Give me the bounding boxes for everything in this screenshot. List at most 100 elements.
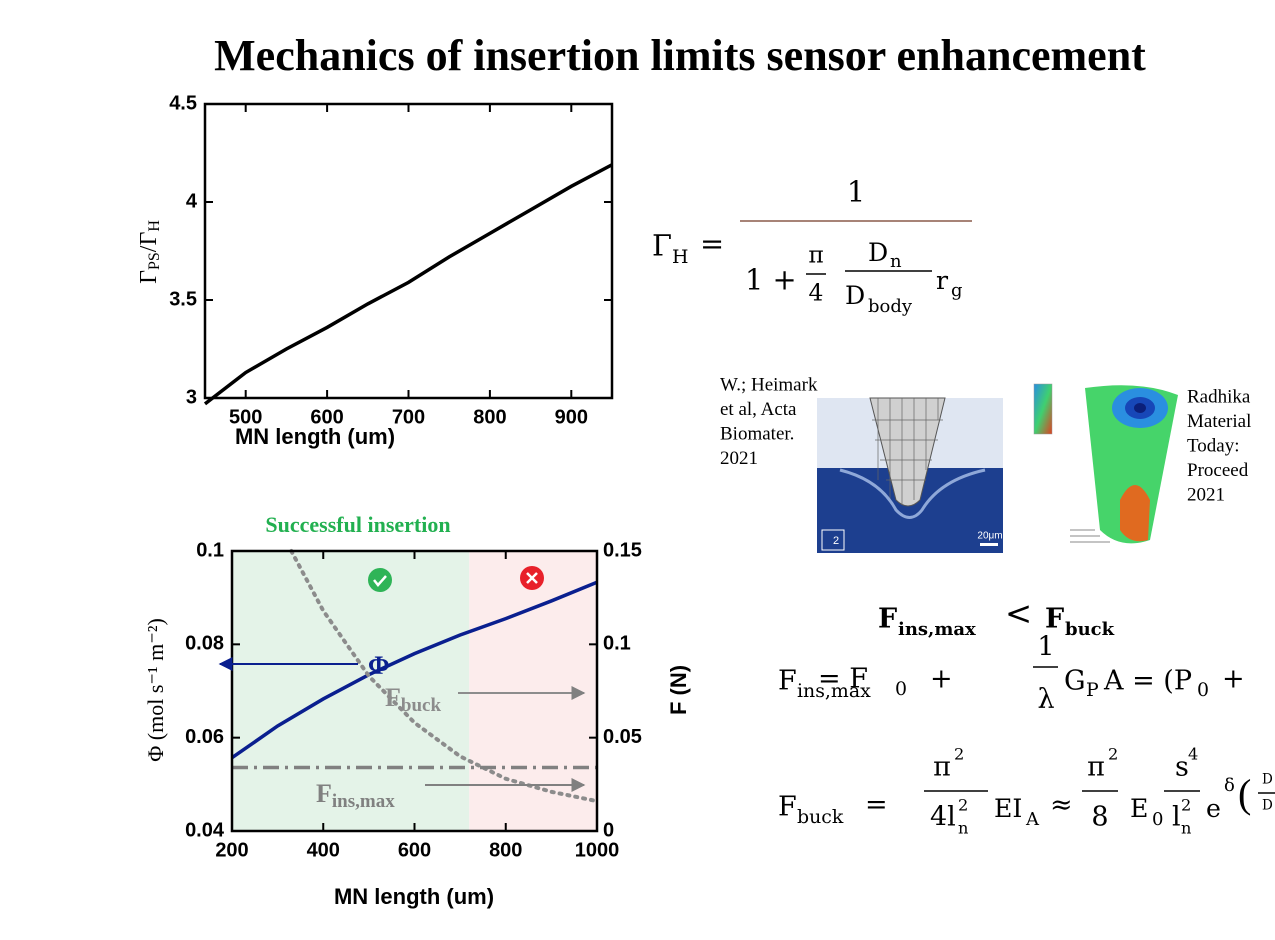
plot-frame bbox=[205, 104, 612, 398]
equation-part: D bbox=[1262, 798, 1273, 814]
figure-caption: Radhika bbox=[1187, 386, 1251, 407]
equation-part: g bbox=[951, 280, 963, 301]
equation-part: e bbox=[1206, 794, 1221, 823]
y-label-part: PS bbox=[146, 252, 163, 270]
paren: ( bbox=[1238, 771, 1251, 816]
equation-part: ins,max bbox=[898, 619, 976, 640]
x-tick-label: 600 bbox=[310, 406, 343, 428]
equation-part: ≈ bbox=[1050, 790, 1073, 821]
equation-part: 2 bbox=[1108, 745, 1118, 764]
equation-part: D bbox=[1262, 772, 1273, 788]
y2-tick-label: 0.15 bbox=[603, 539, 642, 561]
equation-part: s bbox=[1175, 752, 1189, 783]
equation-part: < bbox=[1005, 595, 1032, 633]
equation-part: = F bbox=[818, 664, 868, 695]
y-label-part: /Γ bbox=[136, 232, 162, 253]
equation-part: l bbox=[1172, 802, 1181, 833]
equation-part: F bbox=[778, 792, 797, 823]
equation-part: + bbox=[930, 664, 953, 695]
image-label: 20μm bbox=[977, 531, 1002, 542]
fem-image-2 bbox=[1030, 380, 1180, 557]
y-tick-label: 0.04 bbox=[185, 819, 225, 841]
equation-part: 1 bbox=[1037, 632, 1054, 663]
equation-part: = bbox=[865, 790, 888, 821]
equation-part: F bbox=[878, 604, 897, 635]
figure-caption: W.; Heimark bbox=[720, 374, 818, 395]
image-label: 2 bbox=[833, 535, 839, 547]
y-tick-label: 4.5 bbox=[169, 92, 197, 114]
figure-caption: Biomater. bbox=[720, 423, 794, 444]
equation-part: F bbox=[1045, 604, 1064, 635]
equation-part: = bbox=[700, 227, 724, 261]
y-tick-label: 3 bbox=[186, 386, 197, 408]
y-axis-label: ΓPS/ΓH bbox=[136, 220, 163, 284]
equation-part: π bbox=[808, 241, 823, 269]
equation-part: 1 bbox=[847, 175, 865, 209]
equation-part: 2 bbox=[954, 745, 964, 764]
equation-part: π bbox=[1087, 752, 1105, 783]
equation-part: δ bbox=[1224, 775, 1235, 796]
equation-part: P bbox=[1086, 679, 1099, 701]
equation-part: buck bbox=[797, 806, 844, 828]
equation-part: buck bbox=[1065, 619, 1115, 640]
y-label-part: H bbox=[146, 220, 163, 232]
equation-part: 0 bbox=[895, 678, 907, 700]
region bbox=[232, 551, 469, 831]
equation-part: n bbox=[1181, 819, 1191, 838]
series-line bbox=[205, 165, 612, 404]
x-tick-label: 800 bbox=[473, 406, 506, 428]
equation-part: A bbox=[1025, 809, 1040, 830]
y2-tick-label: 0.05 bbox=[603, 726, 642, 748]
equation-part: 8 bbox=[1091, 802, 1108, 833]
success-icon bbox=[368, 568, 392, 592]
y-axis-label: Φ (mol s⁻¹ m⁻²) bbox=[143, 618, 168, 762]
fem-image-1 bbox=[817, 398, 1003, 553]
equation-part: EI bbox=[994, 794, 1022, 823]
x-tick-label: 600 bbox=[398, 839, 431, 861]
equation-part: 1 + bbox=[745, 263, 797, 297]
equation-part: λ bbox=[1037, 684, 1054, 715]
x-tick-label: 800 bbox=[489, 839, 522, 861]
equation-part: n bbox=[890, 251, 902, 272]
figure-caption: Material bbox=[1187, 411, 1251, 432]
equation-part: body bbox=[868, 296, 913, 317]
x-tick-label: 500 bbox=[229, 406, 262, 428]
x-tick-label: 400 bbox=[307, 839, 340, 861]
series-subscript: buck bbox=[401, 695, 442, 716]
equation-part: 0 bbox=[1197, 679, 1209, 701]
equation-part: D bbox=[868, 238, 888, 267]
equation-part: 4l bbox=[930, 802, 956, 833]
y-tick-label: 0.06 bbox=[185, 726, 224, 748]
series-subscript: ins,max bbox=[332, 791, 395, 812]
equation-part: A = (P bbox=[1103, 666, 1192, 697]
region-label: Successful insertion bbox=[265, 512, 450, 537]
region bbox=[469, 551, 597, 831]
series-name: F bbox=[316, 779, 332, 808]
series-label: Φ bbox=[368, 651, 390, 680]
equation-part: 4 bbox=[1188, 745, 1198, 764]
figure-caption: et al, Acta bbox=[720, 399, 797, 420]
series-name: Φ bbox=[368, 651, 390, 680]
equation-part: E bbox=[1130, 794, 1148, 823]
equation-part: 4 bbox=[809, 279, 824, 307]
y-label-part: Γ bbox=[136, 270, 162, 284]
y2-axis-label: F (N) bbox=[666, 665, 691, 715]
x-tick-label: 900 bbox=[555, 406, 588, 428]
y-tick-label: 3.5 bbox=[169, 288, 197, 310]
equation-part: 2 bbox=[958, 796, 968, 815]
slide: Mechanics of insertion limits sensor enh… bbox=[0, 0, 1275, 940]
equation-part: D bbox=[845, 281, 865, 310]
y2-tick-label: 0 bbox=[603, 819, 614, 841]
figure-caption: 2021 bbox=[720, 448, 758, 469]
equation-part: F bbox=[778, 666, 797, 697]
x-tick-label: 1000 bbox=[575, 839, 620, 861]
x-tick-label: 700 bbox=[392, 406, 425, 428]
x-tick-label: 200 bbox=[215, 839, 248, 861]
figure-caption: 2021 bbox=[1187, 484, 1225, 505]
y-tick-label: 0.1 bbox=[196, 539, 224, 561]
y2-tick-label: 0.1 bbox=[603, 633, 631, 655]
y-tick-label: 0.08 bbox=[185, 633, 224, 655]
equation-part: + bbox=[1222, 664, 1245, 695]
equation-part: H bbox=[672, 246, 688, 268]
x-axis-label: MN length (um) bbox=[334, 884, 494, 909]
